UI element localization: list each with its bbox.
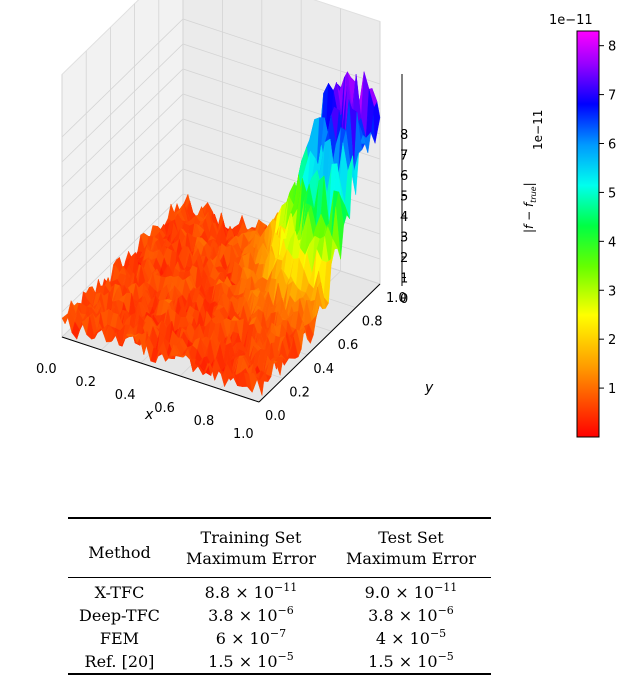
colorbar-tick-label: 5: [608, 186, 616, 201]
y-tick-label: 0.8: [362, 315, 383, 330]
error-mantissa: 3.8 × 10: [368, 606, 438, 625]
colorbar-ticks: 1 2 3 4 5 6 7 8: [599, 40, 616, 397]
results-table-wrapper: Method Training Set Test Set Maximum Err…: [68, 517, 491, 675]
error-mantissa: 4 × 10: [375, 629, 430, 648]
header-method: Method: [88, 542, 151, 562]
x-axis-label: x: [144, 407, 154, 423]
table-row: Deep-TFC 3.8 × 10−6 3.8 × 10−6: [68, 604, 491, 627]
z-tick-label: 5: [400, 190, 408, 205]
error-exponent: −5: [277, 650, 294, 663]
method-cell: Deep-TFC: [79, 606, 160, 625]
y-tick-label: 0.2: [289, 385, 310, 400]
x-tick-label: 1.0: [233, 427, 254, 442]
colorbar-tick-label: 2: [608, 333, 616, 348]
error-mantissa: 9.0 × 10: [364, 583, 435, 602]
colorbar-multiplier: 1e−11: [549, 13, 593, 28]
table-row: Ref. [20] 1.5 × 10−5 1.5 × 10−5: [68, 650, 491, 675]
error-exponent: −11: [434, 581, 458, 594]
x-tick-label: 0.2: [75, 375, 96, 390]
error-exponent: −5: [437, 650, 454, 663]
colorbar-tick-label: 6: [608, 138, 616, 153]
table-row: X-TFC 8.8 × 10−11 9.0 × 10−11: [68, 581, 491, 604]
z-tick-label: 6: [400, 169, 408, 184]
error-mantissa: 8.8 × 10: [204, 583, 275, 602]
z-tick-label: 2: [400, 251, 408, 266]
error-exponent: −6: [437, 604, 454, 617]
method-cell: Ref. [20]: [68, 650, 171, 675]
error-exponent: −6: [277, 604, 294, 617]
method-cell: X-TFC: [94, 583, 145, 602]
z-tick-label: 1: [400, 272, 408, 287]
error-cell: 3.8 × 10−6: [331, 604, 491, 627]
z-tick-label: 4: [400, 210, 408, 225]
method-cell: FEM: [99, 629, 140, 648]
colorbar-gradient: [576, 30, 600, 438]
z-axis-ticks: 0 1 2 3 4 5 6 7 8: [400, 128, 408, 307]
y-tick-label: 0.6: [338, 338, 359, 353]
x-axis-ticks: 0.0 0.2 0.4 0.6 0.8 1.0: [36, 362, 254, 442]
z-tick-label: 8: [400, 128, 408, 143]
header-test-2: Maximum Error: [345, 549, 477, 568]
surface-plot: 0.00.20.40.60.81.0 0.00.20.40.60.81.0 01…: [36, 0, 616, 442]
error-cell: 8.8 × 10−11: [171, 581, 331, 604]
y-tick-label: 1.0: [386, 291, 407, 306]
z-axis-multiplier: 1e−11: [531, 110, 545, 150]
x-tick-label: 0.6: [154, 401, 175, 416]
header-test-1: Test Set: [378, 528, 444, 547]
axis-lines: [61, 74, 403, 403]
x-tick-label: 0.4: [115, 388, 136, 403]
error-mantissa: 3.8 × 10: [208, 606, 278, 625]
colorbar-tick-label: 4: [608, 235, 616, 250]
z-tick-label: 3: [400, 231, 408, 246]
error-cell: 4 × 10−5: [331, 627, 491, 650]
error-mantissa: 6 × 10: [215, 629, 270, 648]
error-cell: 9.0 × 10−11: [331, 581, 491, 604]
z-axis-label: |f − ftrue|: [522, 182, 538, 233]
z-tick-label: 7: [400, 149, 408, 164]
colorbar-tick-label: 8: [608, 40, 616, 55]
error-exponent: −11: [274, 581, 298, 594]
error-surface: [61, 71, 381, 396]
error-cell: 1.5 × 10−5: [330, 650, 491, 675]
table-row: FEM 6 × 10−7 4 × 10−5: [68, 627, 491, 650]
x-tick-label: 0.0: [36, 362, 57, 377]
error-mantissa: 1.5 × 10: [208, 652, 278, 671]
colorbar-tick-label: 3: [608, 284, 616, 299]
error-exponent: −7: [269, 627, 287, 640]
y-tick-label: 0.0: [265, 409, 286, 424]
error-cell: 3.8 × 10−6: [171, 604, 331, 627]
error-exponent: −5: [429, 627, 447, 640]
header-train-1: Training Set: [200, 528, 302, 547]
x-tick-label: 0.8: [194, 414, 215, 429]
error-mantissa: 1.5 × 10: [368, 652, 438, 671]
colorbar: 1e−11 1 2 3 4 5 6 7 8: [549, 13, 616, 438]
colorbar-tick-label: 7: [608, 89, 616, 104]
z-tick-label: 0: [400, 292, 408, 307]
y-tick-label: 0.4: [313, 362, 334, 377]
colorbar-tick-label: 1: [608, 382, 616, 397]
error-cell: 1.5 × 10−5: [170, 650, 331, 675]
y-axis-ticks: 0.00.20.4 0.60.81.0: [265, 291, 407, 424]
error-cell: 6 × 10−7: [171, 627, 331, 650]
y-axis-label: y: [424, 380, 434, 396]
results-table: Method Training Set Test Set Maximum Err…: [68, 517, 491, 675]
header-train-2: Maximum Error: [185, 549, 316, 568]
